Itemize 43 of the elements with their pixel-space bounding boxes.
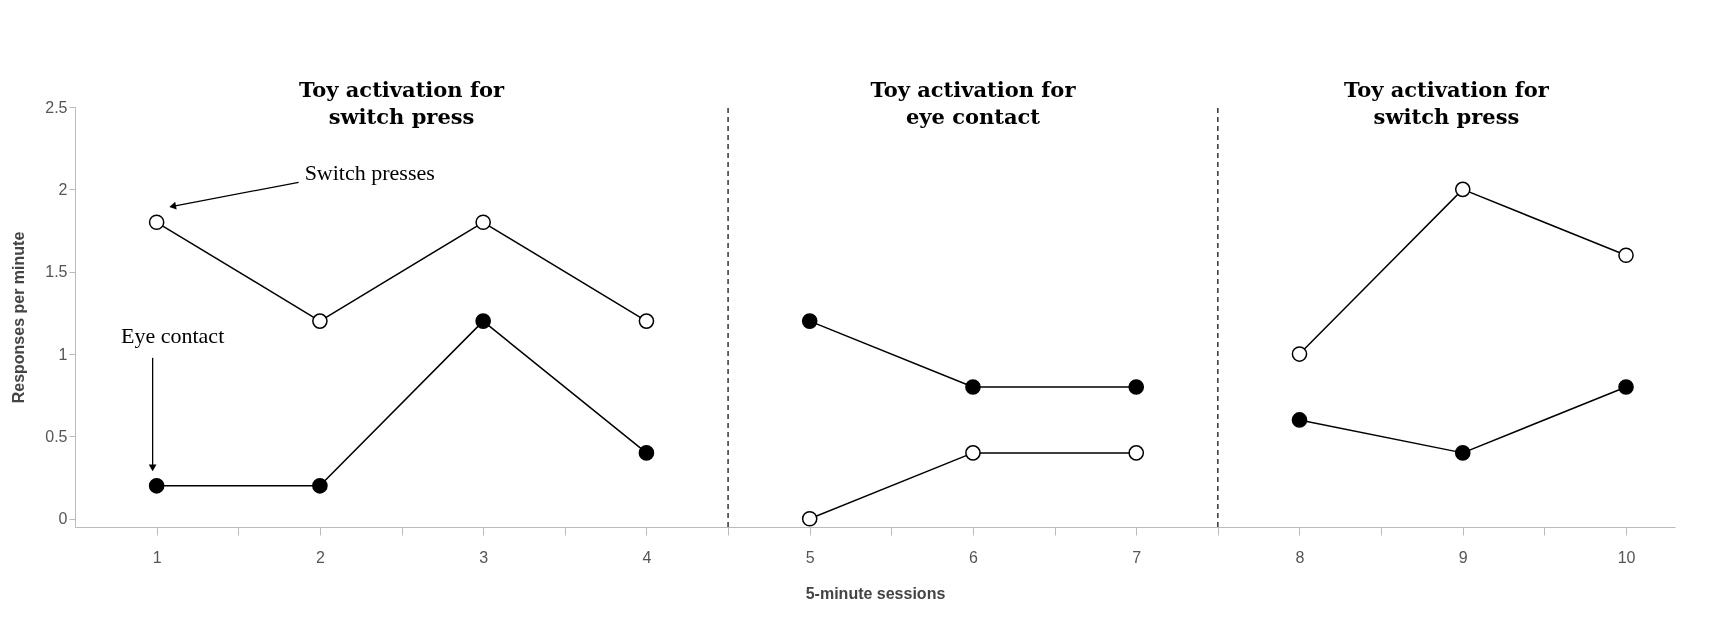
x-tick-label: 1: [152, 548, 162, 566]
x-tick-label: 7: [1132, 548, 1142, 566]
point: [638, 445, 655, 461]
point: [1128, 379, 1145, 395]
x-tick-label: 6: [969, 548, 979, 566]
point: [148, 214, 165, 231]
point: [1291, 412, 1308, 428]
y-tick-label: 0: [58, 510, 68, 528]
point: [801, 510, 818, 527]
y-tick-label: 2: [58, 180, 68, 198]
x-tick-label: 2: [315, 548, 325, 566]
point: [148, 478, 165, 494]
point: [1454, 181, 1471, 198]
annotation: Eye contact: [121, 322, 225, 348]
y-tick-label: 1.5: [45, 263, 68, 281]
x-tick-label: 4: [642, 548, 652, 566]
point: [312, 478, 328, 494]
point: [475, 214, 491, 231]
y-tick-label: 1: [58, 345, 68, 363]
point: [475, 313, 491, 329]
x-tick-label: 5: [805, 548, 815, 566]
x-tick-label: 8: [1295, 548, 1305, 566]
annotation: Toy activation for switch press: [1343, 77, 1550, 129]
point: [1291, 346, 1308, 362]
x-tick-label: 10: [1617, 548, 1636, 566]
point: [965, 445, 981, 461]
point: [801, 313, 818, 329]
y-tick-label: 2.5: [45, 98, 68, 116]
x-axis-title: 5-minute sessions: [805, 584, 946, 602]
annotation: Toy activation for eye contact: [870, 77, 1077, 129]
point: [1618, 379, 1634, 395]
y-tick-label: 0.5: [45, 427, 68, 445]
point: [1454, 445, 1471, 461]
x-tick-label: 3: [479, 548, 489, 566]
point: [1618, 247, 1634, 264]
point: [1128, 445, 1145, 461]
y-axis-title: Responses per minute: [10, 231, 28, 404]
point: [965, 379, 981, 395]
x-tick-label: 9: [1458, 548, 1468, 566]
point: [312, 313, 328, 329]
point: [638, 313, 655, 329]
annotation: Toy activation for switch press: [299, 77, 505, 129]
annotation: Switch presses: [304, 160, 435, 186]
